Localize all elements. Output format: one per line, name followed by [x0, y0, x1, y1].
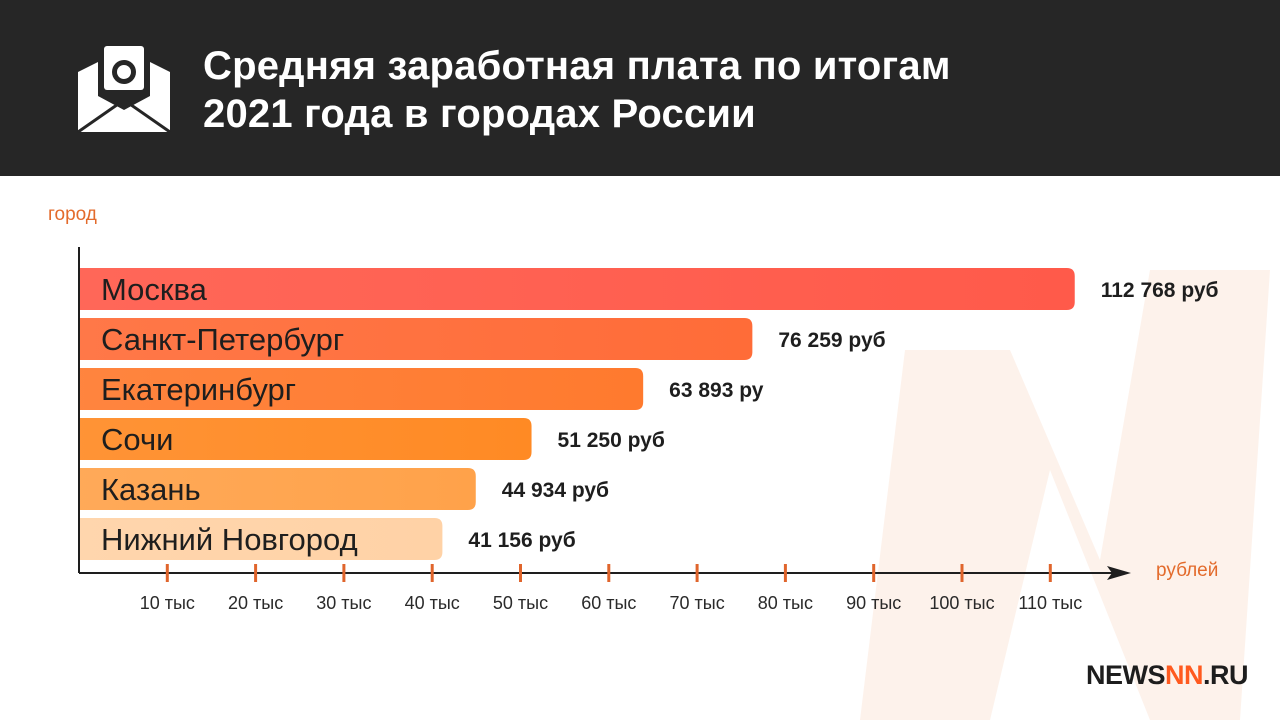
bar-category-label: Санкт-Петербург: [101, 322, 344, 357]
x-tick-label: 10 тыс: [140, 593, 195, 613]
bar: [79, 518, 443, 560]
x-tick-label: 50 тыс: [493, 593, 548, 613]
bar: [79, 318, 753, 360]
bar-category-label: Нижний Новгород: [101, 522, 358, 557]
bar-category-label: Сочи: [101, 422, 173, 457]
bar: [79, 468, 476, 510]
x-tick-label: 100 тыс: [929, 593, 994, 613]
bar-value-label: 51 250 руб: [558, 429, 665, 452]
bar: [79, 418, 532, 460]
logo-text-news: NEWS: [1086, 660, 1166, 690]
envelope-money-icon: [77, 46, 171, 134]
x-axis-arrow: [1107, 566, 1131, 580]
title-line-2: 2021 года в городах России: [203, 92, 756, 136]
bar-category-label: Екатеринбург: [101, 372, 296, 407]
bar: [79, 268, 1075, 310]
x-tick-label: 70 тыс: [669, 593, 724, 613]
x-tick-label: 40 тыс: [405, 593, 460, 613]
logo-text-ru: .RU: [1203, 660, 1249, 690]
page-title: Средняя заработная плата по итогам 2021 …: [203, 42, 1203, 138]
bar-category-label: Казань: [101, 472, 201, 507]
x-tick-label: 90 тыс: [846, 593, 901, 613]
y-axis-label: город: [48, 204, 97, 225]
bar-value-label: 63 893 ру: [669, 379, 764, 402]
bar-category-label: Москва: [101, 272, 208, 307]
bar: [79, 368, 644, 410]
x-axis-label: рублей: [1156, 560, 1219, 581]
title-line-1: Средняя заработная плата по итогам: [203, 44, 951, 88]
bar-value-label: 41 156 руб: [468, 529, 575, 552]
x-tick-label: 110 тыс: [1018, 593, 1082, 613]
x-tick-label: 30 тыс: [316, 593, 371, 613]
bar-value-label: 76 259 руб: [778, 329, 885, 352]
x-tick-label: 60 тыс: [581, 593, 636, 613]
logo-text-nn: NN: [1165, 660, 1204, 690]
x-tick-label: 80 тыс: [758, 593, 813, 613]
bar-value-label: 112 768 руб: [1101, 279, 1219, 302]
header-bar: Средняя заработная плата по итогам 2021 …: [0, 0, 1280, 176]
newsnn-logo: NEWSNN.RU: [1086, 660, 1249, 691]
bar-value-label: 44 934 руб: [502, 479, 609, 502]
x-tick-label: 20 тыс: [228, 593, 283, 613]
